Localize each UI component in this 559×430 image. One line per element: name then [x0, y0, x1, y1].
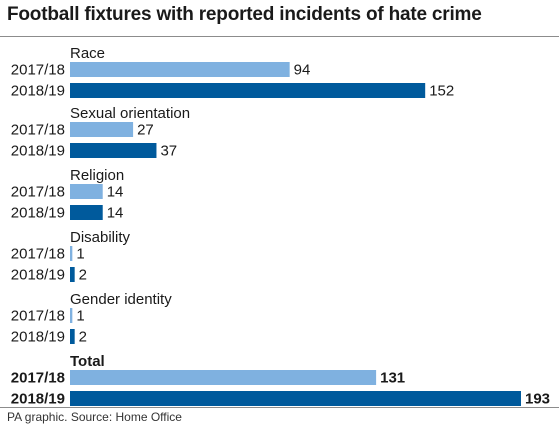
category-label-gender-identity: Gender identity [70, 291, 172, 308]
category-label-religion: Religion [70, 167, 124, 184]
bar-total-2018-19 [70, 391, 521, 406]
tick-label: 2018/19 [11, 329, 65, 346]
chart-title: Football fixtures with reported incident… [7, 4, 482, 25]
data-label: 14 [107, 184, 124, 201]
tick-label: 2017/18 [11, 246, 65, 263]
category-label-total: Total [70, 353, 105, 370]
bar-total-2017-18 [70, 370, 377, 385]
tick-label: 2017/18 [11, 122, 65, 139]
tick-label: 2018/19 [11, 205, 65, 222]
data-label: 27 [137, 122, 154, 139]
data-label: 1 [76, 246, 84, 263]
data-label: 37 [160, 143, 177, 160]
bar-gender-identity-2017-18 [70, 308, 73, 323]
bar-gender-identity-2018-19 [70, 329, 75, 344]
bar-disability-2018-19 [70, 267, 75, 282]
tick-label: 2018/19 [11, 391, 65, 408]
data-label: 14 [107, 205, 124, 222]
tick-label: 2018/19 [11, 83, 65, 100]
category-label-disability: Disability [70, 229, 131, 246]
tick-label: 2017/18 [11, 370, 65, 387]
tick-label: 2017/18 [11, 308, 65, 325]
tick-label: 2018/19 [11, 267, 65, 284]
category-label-sexual-orientation: Sexual orientation [70, 105, 190, 122]
title-divider [0, 36, 559, 37]
bar-sexual-orientation-2017-18 [70, 122, 134, 137]
data-label: 193 [525, 391, 550, 408]
source-note: PA graphic. Source: Home Office [7, 410, 182, 424]
tick-label: 2018/19 [11, 143, 65, 160]
bar-religion-2017-18 [70, 184, 103, 199]
data-label: 131 [380, 370, 405, 387]
data-label: 2 [79, 329, 87, 346]
bar-religion-2018-19 [70, 205, 103, 220]
data-label: 1 [76, 308, 84, 325]
data-label: 94 [294, 62, 311, 79]
bar-race-2018-19 [70, 83, 426, 98]
tick-label: 2017/18 [11, 184, 65, 201]
category-label-race: Race [70, 45, 105, 62]
bar-race-2017-18 [70, 62, 290, 77]
data-label: 152 [429, 83, 454, 100]
bar-sexual-orientation-2018-19 [70, 143, 157, 158]
footer-divider [0, 407, 559, 408]
data-label: 2 [79, 267, 87, 284]
bar-disability-2017-18 [70, 246, 73, 261]
tick-label: 2017/18 [11, 62, 65, 79]
